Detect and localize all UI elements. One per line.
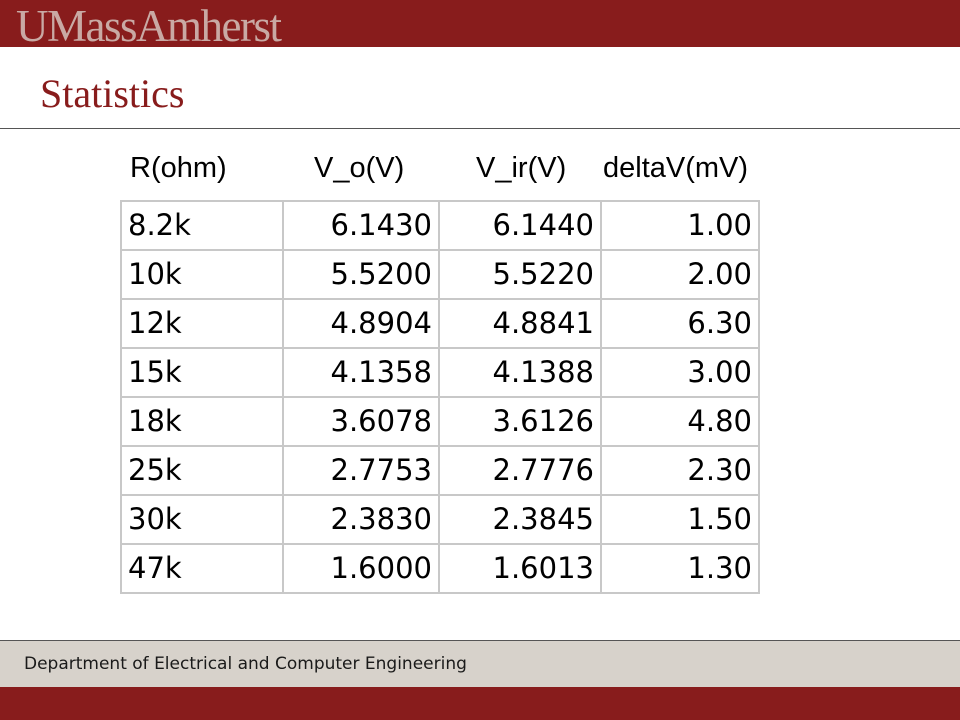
column-header-deltav: deltaV(mV) [603,152,749,184]
table-row: 30k 2.3830 2.3845 1.50 [120,494,760,545]
table-cell: 18k [120,396,284,447]
table-cell: 2.3830 [282,494,440,545]
table-cell: 4.1388 [438,347,602,398]
table-cell: 12k [120,298,284,349]
umass-amherst-logo: UMassAmherst [16,1,282,51]
table-row: 47k 1.6000 1.6013 1.30 [120,543,760,594]
table-cell: 25k [120,445,284,496]
table-cell: 2.3845 [438,494,602,545]
table-cell: 1.6013 [438,543,602,594]
table-cell: 2.7753 [282,445,440,496]
table-cell: 3.6126 [438,396,602,447]
bottom-bar [0,687,960,720]
table-cell: 2.7776 [438,445,602,496]
table-cell: 6.1440 [438,200,602,251]
table-cell: 4.8904 [282,298,440,349]
data-table: 8.2k 6.1430 6.1440 1.00 10k 5.5200 5.5220 2.00 1… [120,200,760,594]
table-row: 10k 5.5200 5.5220 2.00 [120,249,760,300]
table-cell: 3.6078 [282,396,440,447]
footer-band [0,640,960,687]
table-cell: 10k [120,249,284,300]
table-cell: 6.1430 [282,200,440,251]
table-row: 15k 4.1358 4.1388 3.00 [120,347,760,398]
table-cell: 1.00 [600,200,760,251]
table-cell: 4.80 [600,396,760,447]
table-cell: 6.30 [600,298,760,349]
table-cell: 47k [120,543,284,594]
table-cell: 4.8841 [438,298,602,349]
table-cell: 1.30 [600,543,760,594]
table-row: 12k 4.8904 4.8841 6.30 [120,298,760,349]
column-header-vir: V_ir(V) [476,152,567,184]
column-header-resistance: R(ohm) [130,152,227,184]
table-row: 18k 3.6078 3.6126 4.80 [120,396,760,447]
table-cell: 2.00 [600,249,760,300]
header-bar: UMassAmherst [0,0,960,51]
column-header-vo: V_o(V) [314,152,405,184]
table-cell: 1.6000 [282,543,440,594]
table-cell: 3.00 [600,347,760,398]
table-row: 8.2k 6.1430 6.1440 1.00 [120,200,760,251]
table-cell: 1.50 [600,494,760,545]
table-row: 25k 2.7753 2.7776 2.30 [120,445,760,496]
title-divider [0,128,960,129]
table-cell: 4.1358 [282,347,440,398]
table-cell: 30k [120,494,284,545]
table-cell: 2.30 [600,445,760,496]
slide-title: Statistics [40,71,185,116]
table-cell: 8.2k [120,200,284,251]
table-cell: 5.5220 [438,249,602,300]
footer-department: Department of Electrical and Computer En… [24,654,467,674]
table-cell: 5.5200 [282,249,440,300]
table-cell: 15k [120,347,284,398]
